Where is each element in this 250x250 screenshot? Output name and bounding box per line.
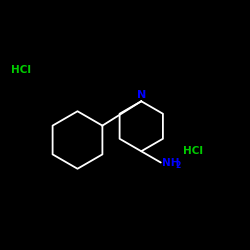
Text: 2: 2	[175, 161, 180, 170]
Text: HCl: HCl	[11, 65, 31, 75]
Text: HCl: HCl	[182, 146, 203, 156]
Text: NH: NH	[162, 158, 180, 168]
Text: N: N	[136, 90, 146, 100]
